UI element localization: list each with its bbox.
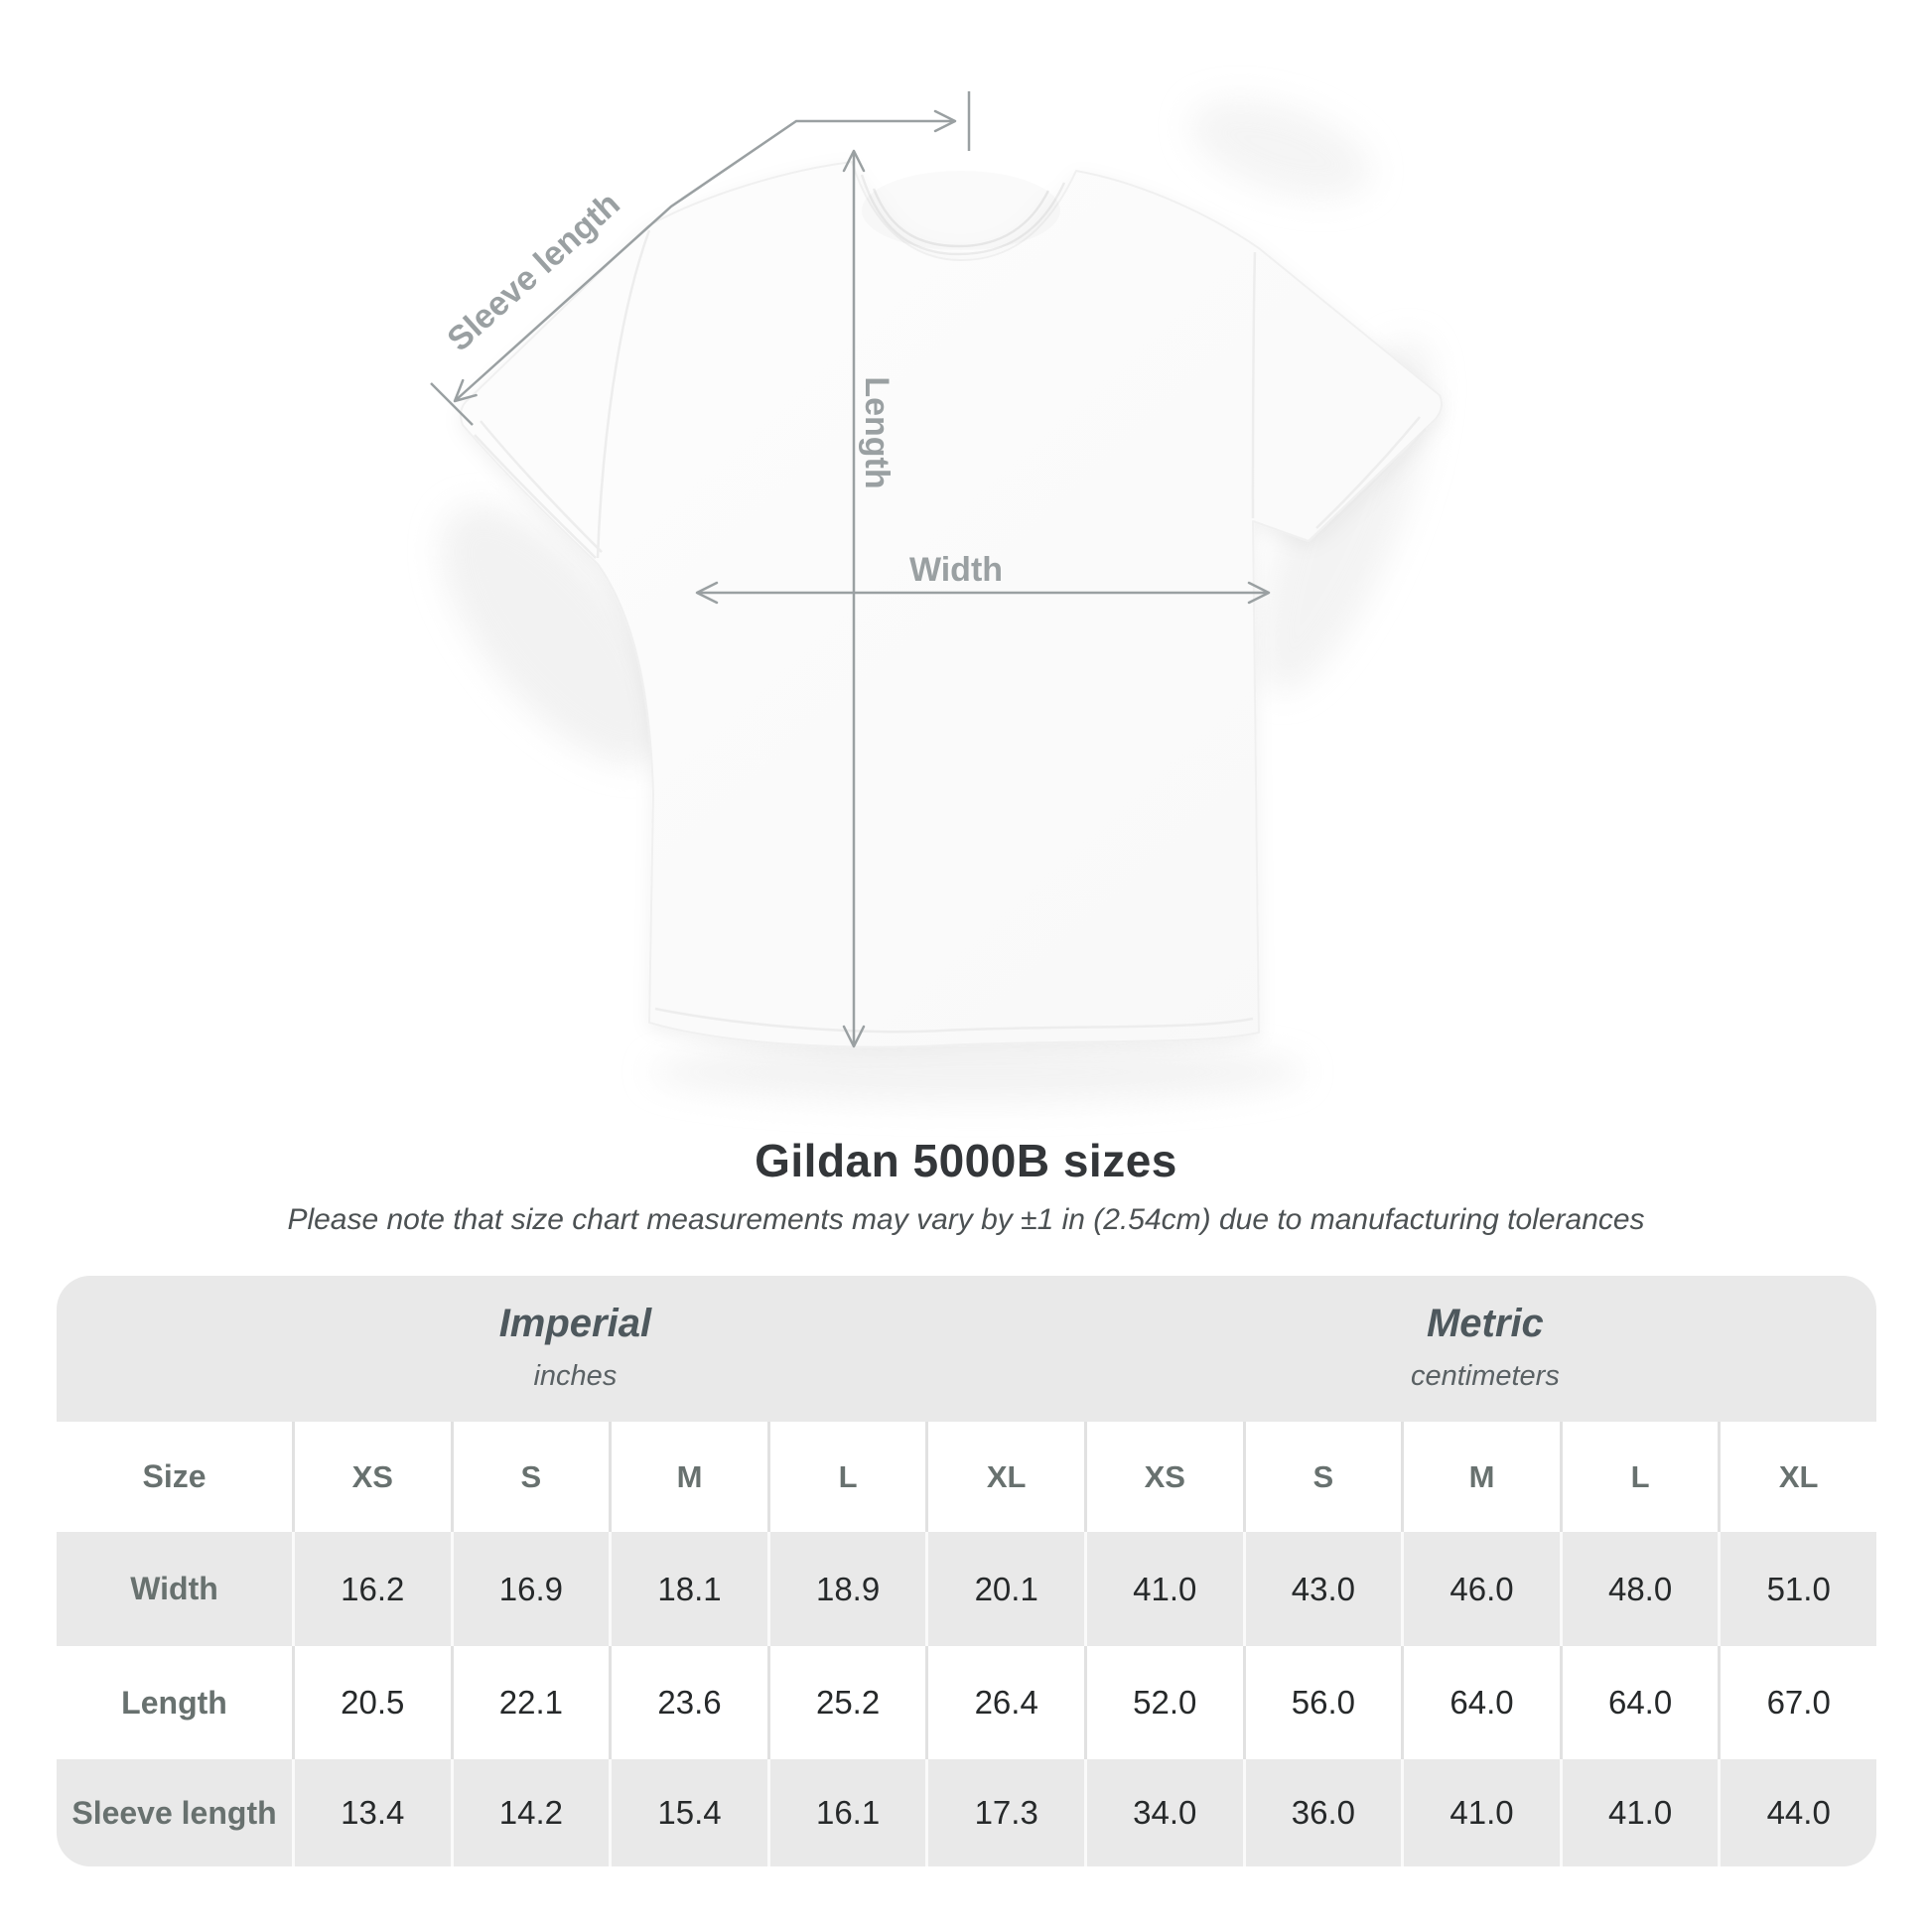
size-header-label: Size — [142, 1458, 207, 1494]
unit-group-metric: Metric centimeters — [1094, 1276, 1876, 1422]
size-col-header: XS — [1084, 1422, 1243, 1532]
tshirt-diagram: Sleeve length Length Width — [430, 91, 1443, 1102]
page-title: Gildan 5000B sizes — [755, 1135, 1177, 1186]
value-cell: 41.0 — [1559, 1759, 1719, 1866]
value-cell: 41.0 — [1084, 1532, 1243, 1646]
value-cell: 56.0 — [1242, 1646, 1402, 1759]
value-cell: 46.0 — [1401, 1532, 1560, 1646]
size-col-header: M — [609, 1422, 767, 1532]
value-cell: 44.0 — [1718, 1759, 1876, 1866]
value-cell: 41.0 — [1401, 1759, 1560, 1866]
value-cell: 20.1 — [925, 1532, 1084, 1646]
value-cell: 34.0 — [1084, 1759, 1243, 1866]
size-col-header: S — [1242, 1422, 1402, 1532]
size-header-row: Size XS S M L XL XS S M L XL — [57, 1422, 1876, 1532]
sleeve-cuff-tick — [430, 382, 474, 426]
value-cell: 36.0 — [1242, 1759, 1402, 1866]
unit-header-band: Imperial inches Metric centimeters — [57, 1276, 1876, 1422]
value-cell: 16.1 — [766, 1759, 926, 1866]
table-row-width: Width 16.2 16.9 18.1 18.9 20.1 41.0 43.0… — [57, 1532, 1876, 1646]
value-cell: 52.0 — [1084, 1646, 1243, 1759]
width-label: Width — [909, 551, 1003, 589]
imperial-title: Imperial — [498, 1301, 652, 1345]
size-col-header: XL — [925, 1422, 1084, 1532]
value-cell: 14.2 — [450, 1759, 610, 1866]
value-cell: 17.3 — [925, 1759, 1084, 1866]
photo-soft-shadows — [441, 99, 1433, 1102]
table-row-length: Length 20.5 22.1 23.6 25.2 26.4 52.0 56.… — [57, 1646, 1876, 1759]
value-cell: 25.2 — [766, 1646, 926, 1759]
metric-title: Metric — [1426, 1301, 1544, 1345]
imperial-unit: inches — [533, 1359, 618, 1392]
value-cell: 64.0 — [1559, 1646, 1719, 1759]
unit-group-imperial: Imperial inches — [57, 1276, 1094, 1422]
value-cell: 16.2 — [292, 1532, 451, 1646]
value-cell: 13.4 — [292, 1759, 451, 1866]
value-cell: 64.0 — [1401, 1646, 1560, 1759]
value-cell: 48.0 — [1559, 1532, 1719, 1646]
size-col-header: L — [766, 1422, 926, 1532]
value-cell: 22.1 — [450, 1646, 610, 1759]
value-cell: 43.0 — [1242, 1532, 1402, 1646]
under-collar-shade — [862, 171, 1060, 250]
value-cell: 67.0 — [1718, 1646, 1876, 1759]
metric-unit: centimeters — [1410, 1359, 1560, 1392]
sleeve-length-arrow — [453, 109, 957, 403]
measurement-annotations — [430, 91, 1271, 1048]
value-cell: 18.1 — [609, 1532, 767, 1646]
value-cell: 20.5 — [292, 1646, 451, 1759]
size-col-header: XS — [292, 1422, 451, 1532]
table-row-sleeve-length: Sleeve length 13.4 14.2 15.4 16.1 17.3 3… — [57, 1759, 1876, 1866]
shirt-seams — [474, 229, 1427, 1034]
row-label: Length — [121, 1684, 227, 1721]
value-cell: 18.9 — [766, 1532, 926, 1646]
size-col-header: S — [450, 1422, 610, 1532]
size-col-header: M — [1401, 1422, 1560, 1532]
value-cell: 15.4 — [609, 1759, 767, 1866]
value-cell: 51.0 — [1718, 1532, 1876, 1646]
value-cell: 23.6 — [609, 1646, 767, 1759]
tshirt-diagram-svg: Sleeve length Length Width — [430, 91, 1443, 1102]
length-label: Length — [858, 376, 896, 488]
row-label: Sleeve length — [71, 1794, 277, 1831]
size-col-header: XL — [1718, 1422, 1876, 1532]
row-label: Width — [130, 1571, 218, 1606]
tolerance-note: Please note that size chart measurements… — [287, 1203, 1645, 1236]
size-table: Imperial inches Metric centimeters Size … — [57, 1276, 1876, 1866]
size-col-header: L — [1559, 1422, 1719, 1532]
value-cell: 16.9 — [450, 1532, 610, 1646]
value-cell: 26.4 — [925, 1646, 1084, 1759]
